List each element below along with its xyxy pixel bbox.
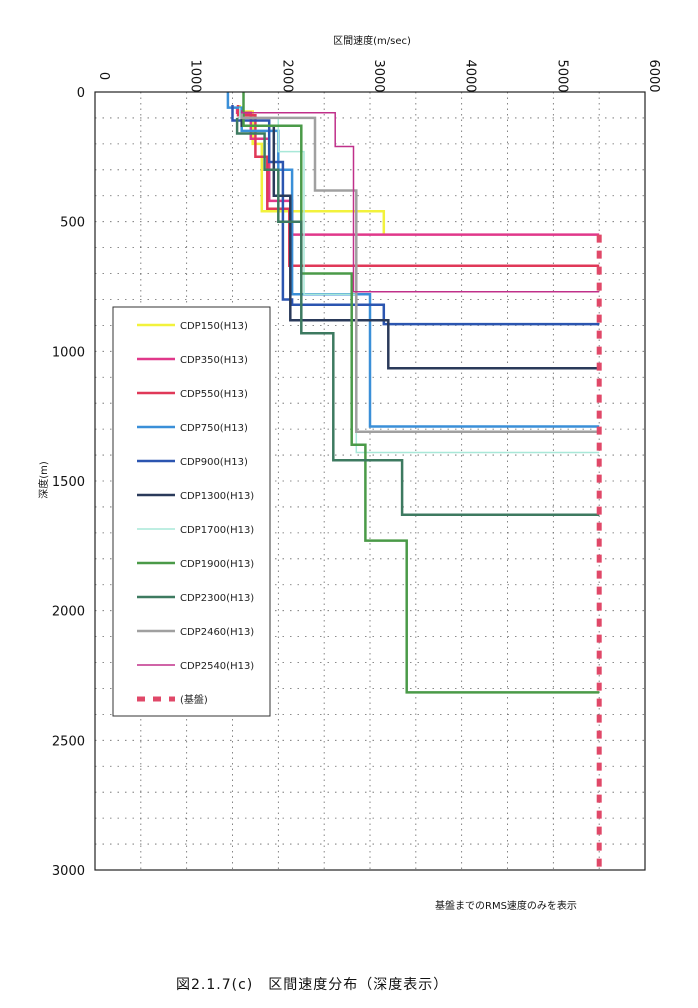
series-line	[240, 112, 600, 433]
x-tick-label: 6000	[646, 59, 661, 92]
legend-label: CDP1700(H13)	[180, 525, 254, 536]
figure-caption: 図2.1.7(c) 区間速度分布（深度表示）	[176, 977, 448, 993]
y-tick-label: 1000	[52, 345, 85, 360]
series-line	[242, 92, 600, 694]
legend-label: CDP1300(H13)	[180, 491, 254, 502]
y-tick-label: 2500	[52, 734, 85, 749]
x-tick-label: 2000	[279, 59, 294, 92]
x-tick-labels: 0 1000 2000 3000 4000 5000 6000	[96, 59, 661, 92]
y-tick-label: 500	[60, 216, 85, 231]
series-line	[231, 105, 600, 326]
legend-label: (基盤)	[180, 693, 208, 706]
x-tick-label: 4000	[463, 59, 478, 92]
x-tick-label: 1000	[188, 59, 203, 92]
legend-label: CDP750(H13)	[180, 423, 248, 434]
series-lines	[226, 92, 602, 868]
legend-label: CDP900(H13)	[180, 457, 248, 468]
legend-label: CDP2460(H13)	[180, 627, 254, 638]
legend-label: CDP550(H13)	[180, 389, 248, 400]
legend-label: CDP2540(H13)	[180, 661, 254, 672]
plot-frame	[94, 91, 646, 871]
series-line	[240, 110, 600, 293]
x-axis-title: 区間速度(m/sec)	[333, 34, 411, 47]
x-tick-label: 0	[96, 72, 111, 80]
legend-box	[112, 306, 271, 717]
y-tick-label: 0	[77, 86, 85, 101]
legend-label: CDP2300(H13)	[180, 593, 254, 604]
y-tick-labels: 0 500 1000 1500 2000 2500 3000	[52, 86, 85, 879]
y-tick-label: 2000	[52, 605, 85, 620]
legend-label: CDP350(H13)	[180, 355, 248, 366]
x-tick-label: 3000	[371, 59, 386, 92]
x-tick-label: 5000	[554, 59, 569, 92]
legend: CDP150(H13) CDP350(H13) CDP550(H13) CDP750(…	[112, 306, 271, 717]
y-tick-label: 1500	[52, 475, 85, 490]
y-axis-title: 深度(m)	[37, 461, 50, 499]
legend-label: CDP150(H13)	[180, 321, 248, 332]
chart-note: 基盤までのRMS速度のみを表示	[435, 899, 577, 912]
series-line	[235, 117, 600, 516]
y-tick-label: 3000	[52, 864, 85, 879]
legend-label: CDP1900(H13)	[180, 559, 254, 570]
